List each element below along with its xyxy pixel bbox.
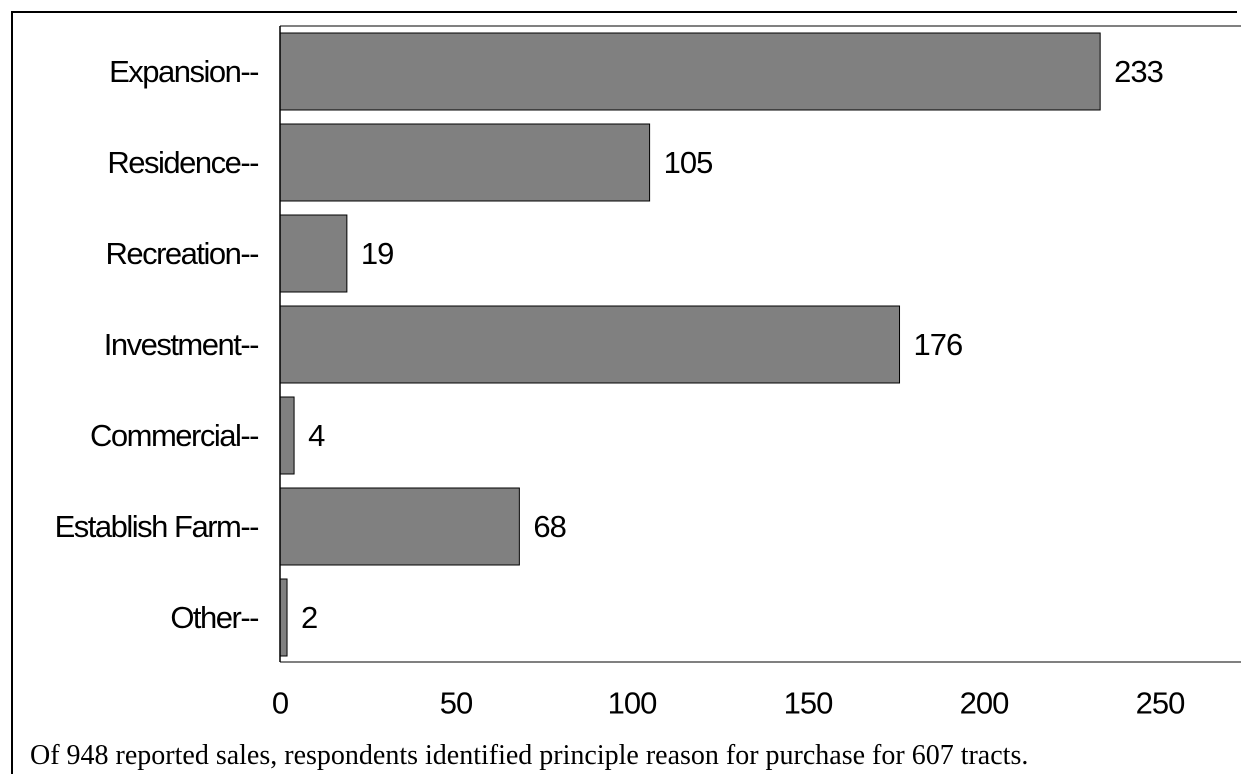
value-label-residence: 105	[664, 145, 713, 180]
bar-other	[279, 578, 288, 657]
category-label-other: Other--	[170, 600, 258, 635]
x-tick-200: 200	[960, 686, 1009, 721]
value-label-investment: 176	[914, 327, 963, 362]
value-label-other: 2	[301, 600, 317, 635]
category-label-investment: Investment--	[104, 327, 258, 362]
value-label-expansion: 233	[1114, 54, 1163, 89]
category-label-recreation: Recreation--	[105, 236, 258, 271]
value-labels: 233 105 19 176 4 68 2	[301, 54, 1164, 635]
value-label-recreation: 19	[361, 236, 393, 271]
x-tick-150: 150	[784, 686, 833, 721]
value-label-commercial: 4	[308, 418, 325, 453]
bar-recreation	[279, 214, 348, 293]
bar-chart: Expansion-- Residence-- Recreation-- Invest…	[55, 25, 1241, 721]
x-tick-250: 250	[1136, 686, 1185, 721]
x-tick-0: 0	[272, 686, 289, 721]
x-tick-50: 50	[440, 686, 473, 721]
chart-frame	[11, 11, 1237, 774]
bar-commercial	[279, 396, 295, 475]
x-tick-labels: 0 50 100 150 200 250	[272, 686, 1186, 721]
bar-establish-farm	[279, 487, 520, 566]
chart-caption: Of 948 reported sales, respondents ident…	[30, 740, 1029, 771]
x-tick-100: 100	[608, 686, 657, 721]
bar-expansion	[279, 32, 1101, 111]
bars-group	[279, 32, 1101, 657]
category-label-residence: Residence--	[107, 145, 258, 180]
category-label-commercial: Commercial--	[90, 418, 258, 453]
value-label-establish-farm: 68	[533, 509, 565, 544]
bar-residence	[279, 123, 651, 202]
bar-investment	[279, 305, 901, 384]
category-label-establish-farm: Establish Farm--	[55, 509, 259, 544]
category-labels: Expansion-- Residence-- Recreation-- Invest…	[55, 54, 260, 635]
category-label-expansion: Expansion--	[109, 54, 258, 89]
